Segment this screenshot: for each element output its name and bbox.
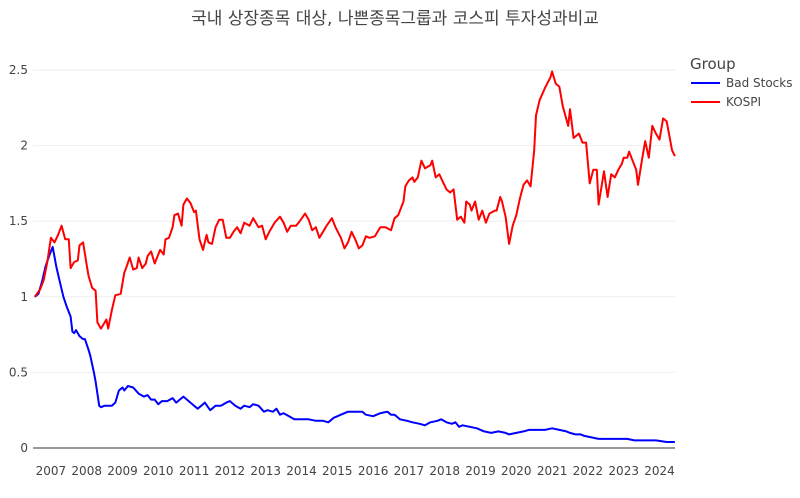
x-tick-label: 2011 bbox=[179, 464, 210, 478]
y-tick-label: 0.5 bbox=[9, 365, 28, 379]
x-tick-label: 2020 bbox=[501, 464, 532, 478]
y-tick-label: 1 bbox=[20, 290, 28, 304]
series-lines bbox=[33, 70, 676, 443]
x-tick-label: 2013 bbox=[250, 464, 281, 478]
x-tick-label: 2017 bbox=[394, 464, 425, 478]
legend-item-bad-stocks[interactable]: Bad Stocks bbox=[691, 76, 792, 90]
x-axis: 2007 2008 2009 2010 2011 2012 2013 2014 2015 2016… bbox=[36, 464, 675, 478]
grid bbox=[33, 69, 675, 449]
legend-label-bad-stocks: Bad Stocks bbox=[726, 76, 792, 90]
x-tick-label: 2016 bbox=[358, 464, 389, 478]
legend-label-kospi: KOSPI bbox=[726, 95, 761, 109]
y-tick-label: 1.5 bbox=[9, 214, 28, 228]
x-tick-label: 2010 bbox=[143, 464, 174, 478]
y-tick-label: 0 bbox=[20, 441, 28, 455]
y-axis: 0 0.5 1 1.5 2 2.5 bbox=[9, 63, 28, 455]
x-tick-label: 2022 bbox=[573, 464, 604, 478]
series-line-kospi bbox=[33, 70, 676, 330]
x-tick-label: 2018 bbox=[429, 464, 460, 478]
x-tick-label: 2023 bbox=[608, 464, 639, 478]
x-tick-label: 2024 bbox=[644, 464, 675, 478]
legend: Group Bad Stocks KOSPI bbox=[690, 55, 792, 109]
x-tick-label: 2012 bbox=[215, 464, 246, 478]
y-tick-label: 2.5 bbox=[9, 63, 28, 77]
y-tick-label: 2 bbox=[20, 139, 28, 153]
chart-title: 국내 상장종목 대상, 나쁜종목그룹과 코스피 투자성과비교 bbox=[191, 9, 599, 29]
x-tick-label: 2008 bbox=[71, 464, 102, 478]
series-line-bad-stocks bbox=[34, 245, 675, 443]
legend-title: Group bbox=[690, 55, 736, 73]
x-tick-label: 2007 bbox=[36, 464, 67, 478]
x-tick-label: 2009 bbox=[107, 464, 138, 478]
x-tick-label: 2014 bbox=[286, 464, 317, 478]
x-tick-label: 2015 bbox=[322, 464, 353, 478]
legend-item-kospi[interactable]: KOSPI bbox=[691, 95, 761, 109]
x-tick-label: 2019 bbox=[465, 464, 496, 478]
x-tick-label: 2021 bbox=[537, 464, 568, 478]
